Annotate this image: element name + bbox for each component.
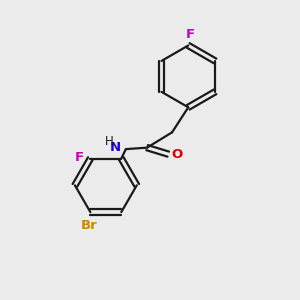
- Text: Br: Br: [80, 219, 97, 232]
- Text: N: N: [110, 141, 121, 154]
- Text: F: F: [186, 28, 195, 41]
- Text: F: F: [75, 151, 84, 164]
- Text: O: O: [172, 148, 183, 160]
- Text: H: H: [105, 135, 114, 148]
